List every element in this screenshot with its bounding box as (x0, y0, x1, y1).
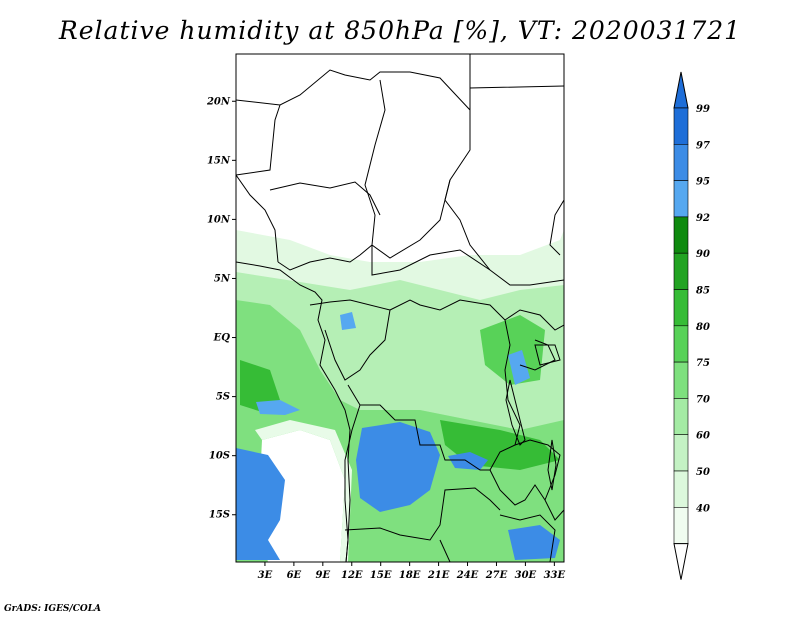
lon-tick-label: 27E (485, 570, 508, 581)
colorbar-segment (673, 398, 689, 435)
lon-tick-label: 9E (316, 570, 331, 581)
lon-tick-label: 33E (544, 570, 566, 581)
border-line (236, 104, 281, 176)
border-line (236, 69, 471, 111)
lake-malawi (547, 439, 557, 491)
colorbar-label: 75 (696, 358, 710, 369)
humidity-region-very-high (240, 360, 280, 412)
border-line (439, 539, 451, 562)
map-frame (235, 53, 565, 563)
border-line (344, 487, 501, 541)
border-line (236, 174, 279, 263)
border-line (277, 244, 373, 271)
colorbar-label: 92 (696, 213, 710, 224)
border-line (371, 245, 564, 286)
lat-tick-label: EQ (213, 333, 231, 344)
lat-tick-label: 20N (206, 96, 231, 107)
border-line (549, 199, 564, 256)
colorbar-segment (673, 434, 689, 472)
lat-tick-label: 15N (207, 155, 231, 166)
colorbar-segment (673, 180, 689, 218)
colorbar-top-arrow (673, 71, 689, 109)
colorbar-label: 85 (696, 286, 710, 297)
colorbar-segment (673, 470, 689, 508)
lon-tick-label: 18E (399, 570, 421, 581)
lon-tick-label: 3E (258, 570, 273, 581)
colorbar-label: 60 (696, 431, 710, 442)
colorbar-segment (673, 289, 689, 327)
saturated-region-lakes (508, 350, 530, 385)
lon-tick-label: 24E (456, 570, 479, 581)
colorbar-bottom-arrow (673, 543, 689, 580)
border-line (504, 309, 564, 331)
colorbar-label: 40 (696, 503, 710, 514)
lon-tick-label: 12E (341, 570, 363, 581)
colorbar-label: 90 (696, 249, 710, 260)
border-line (269, 181, 381, 216)
border-line (364, 79, 471, 259)
colorbar-segment (673, 252, 689, 290)
colorbar-segment (673, 144, 689, 181)
colorbar-label: 70 (696, 394, 710, 405)
colorbar-segment (673, 216, 689, 254)
dry-tongue (258, 430, 345, 562)
lon-tick-label: 30E (515, 570, 537, 581)
border-line (444, 179, 491, 271)
lat-tick-label: 5N (214, 273, 231, 284)
colorbar-segment (673, 107, 689, 145)
border-line (489, 469, 564, 521)
colorbar-segment (673, 325, 689, 363)
colorbar-segment (673, 361, 689, 399)
lon-tick-label: 15E (370, 570, 392, 581)
border-line (389, 299, 506, 321)
lon-tick-label: 6E (287, 570, 302, 581)
colorbar-label: 50 (696, 467, 710, 478)
saturated-region-atlantic (236, 448, 285, 560)
colorbar: 99 97 95 92 90 85 80 75 70 60 50 40 (673, 71, 710, 580)
border-line (519, 339, 556, 371)
lat-tick-label: 10S (209, 451, 230, 462)
saturated-region-gabon (340, 312, 356, 330)
lat-tick-label: 10N (207, 214, 231, 225)
lat-tick-label: 5S (216, 392, 230, 403)
saturated-region-east (508, 525, 560, 560)
border-line (309, 299, 391, 381)
colorbar-label: 95 (696, 177, 710, 188)
lake-tanganyika (505, 379, 526, 446)
colorbar-label: 97 (696, 140, 710, 151)
dry-tongue-edge (255, 420, 352, 562)
border-line (499, 514, 556, 562)
coastline (236, 261, 351, 562)
grads-credit: GrADS: IGES/COLA (4, 604, 102, 614)
saturated-region-zambia (448, 452, 488, 470)
humidity-field (236, 230, 564, 562)
colorbar-segment (673, 506, 689, 544)
longitude-axis: 3E 6E 9E 12E 15E 18E 21E 24E 27E 30E 33E (258, 562, 566, 581)
map-panel (235, 53, 565, 563)
latitude-axis: 20N 15N 10N 5N EQ 5S 10S 15S (206, 96, 236, 521)
colorbar-label: 99 (696, 104, 710, 115)
saturated-region-coast (256, 400, 300, 415)
saturated-region-angola (356, 422, 440, 512)
plot-title: Relative humidity at 850hPa [%], VT: 202… (58, 16, 742, 45)
border-line (469, 54, 564, 110)
lat-tick-label: 15S (209, 510, 230, 521)
colorbar-label: 80 (696, 322, 710, 333)
lake-victoria (534, 344, 561, 366)
lon-tick-label: 21E (427, 570, 450, 581)
country-borders (236, 54, 564, 562)
